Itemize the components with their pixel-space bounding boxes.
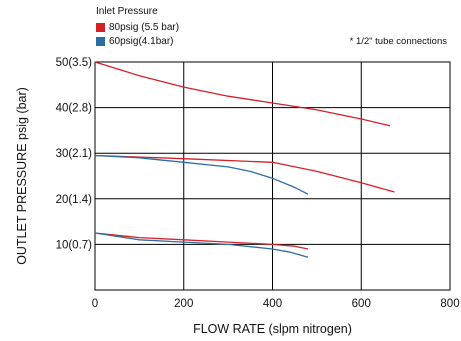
y-axis-label: OUTLET PRESSURE psig (bar) — [15, 87, 29, 265]
legend-swatch-blue — [96, 37, 105, 46]
x-tick-label: 600 — [352, 298, 371, 310]
tube-connection-note: * 1/2" tube connections — [349, 36, 447, 47]
y-tick-label: 10(0.7) — [56, 239, 93, 251]
legend-title: Inlet Pressure — [96, 6, 158, 17]
series-line-red-0 — [94, 61, 391, 127]
series-line-blue-3 — [94, 154, 309, 195]
y-tick-label: 30(2.1) — [56, 148, 93, 160]
legend-swatch-red — [96, 23, 105, 32]
x-axis-label: FLOW RATE (slpm nitrogen) — [193, 322, 352, 336]
series-line-red-2 — [94, 232, 309, 250]
series-line-red-1 — [94, 154, 395, 193]
x-tick-label: 400 — [263, 298, 282, 310]
series-line-blue-4 — [94, 232, 309, 258]
y-tick-label: 40(2.8) — [56, 103, 93, 115]
y-tick-label: 20(1.4) — [56, 194, 93, 206]
x-tick-label: 800 — [440, 298, 459, 310]
y-tick-label: 50(3.5) — [56, 57, 93, 69]
x-tick-label: 0 — [92, 298, 98, 310]
legend-label-80psig: 80psig (5.5 bar) — [109, 22, 180, 33]
x-tick-label: 200 — [174, 298, 193, 310]
legend-item-80psig: 80psig (5.5 bar) — [96, 22, 179, 33]
legend-item-60psig: 60psig(4.1bar) — [96, 36, 173, 47]
legend-label-60psig: 60psig(4.1bar) — [109, 36, 174, 47]
